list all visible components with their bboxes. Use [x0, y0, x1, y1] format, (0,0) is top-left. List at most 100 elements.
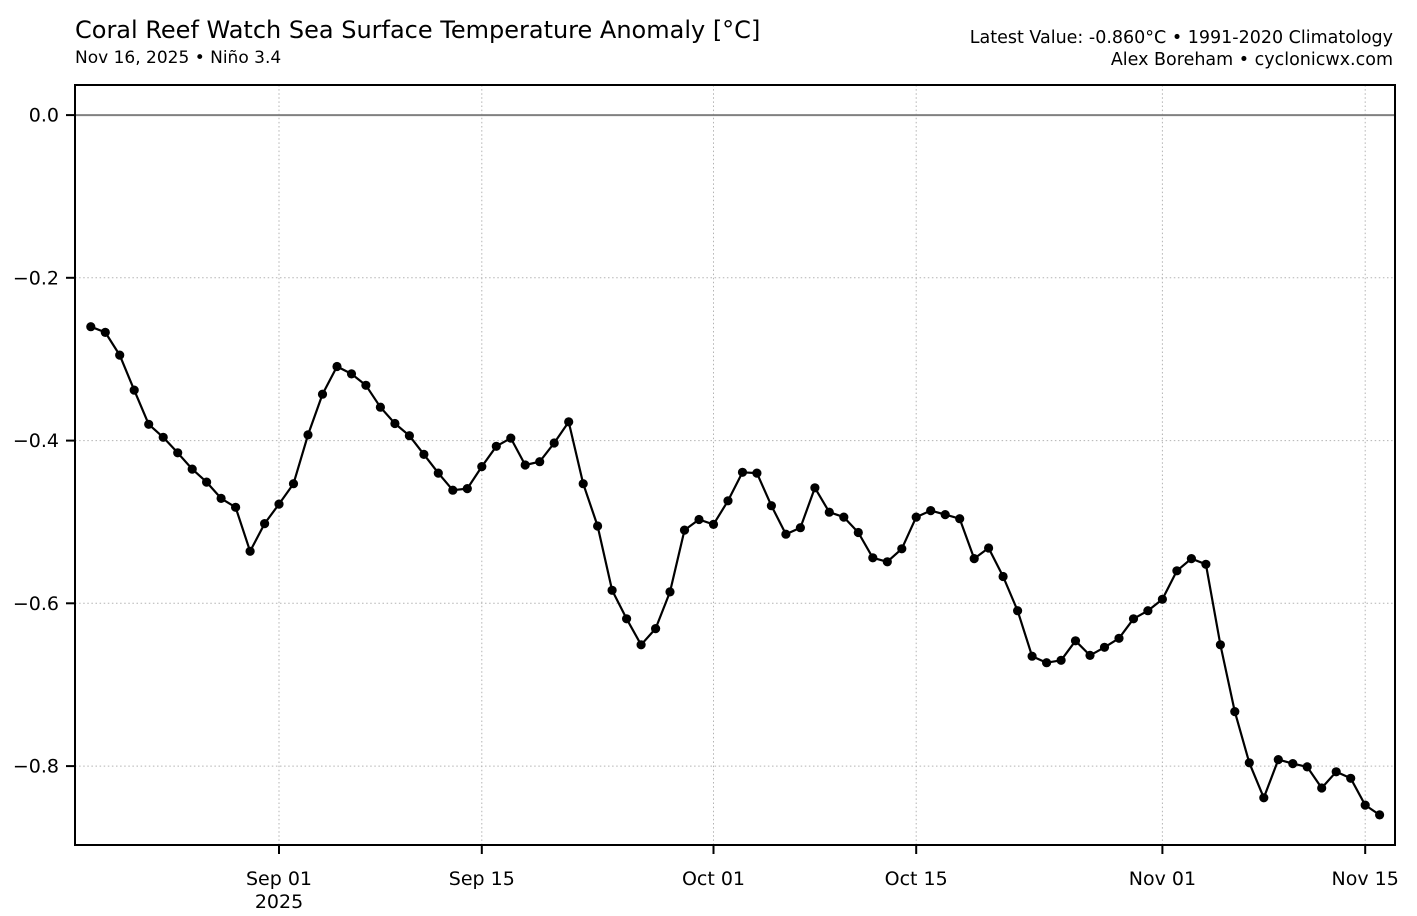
data-point: [535, 457, 545, 467]
data-point: [1143, 606, 1153, 616]
data-point: [1172, 566, 1182, 576]
plot-border: [74, 84, 1396, 846]
data-point: [651, 624, 661, 634]
data-point: [1259, 793, 1269, 803]
data-point: [520, 460, 530, 470]
chart-subtitle: Nov 16, 2025 • Niño 3.4: [75, 48, 282, 68]
data-point: [940, 509, 950, 520]
data-point: [1302, 762, 1312, 772]
data-point: [810, 483, 820, 493]
data-point: [288, 479, 299, 489]
data-point: [433, 468, 443, 478]
data-point: [868, 553, 878, 563]
x-tick-sublabel: 2025: [255, 891, 303, 913]
data-point: [1056, 655, 1066, 665]
data-point: [187, 464, 197, 474]
x-tick-label: Nov 01: [1129, 868, 1196, 890]
data-point: [1331, 767, 1341, 777]
data-point: [404, 431, 414, 441]
data-point: [781, 529, 791, 539]
data-point: [1288, 759, 1298, 769]
data-point: [564, 417, 574, 427]
data-point: [144, 419, 154, 429]
data-point: [1346, 773, 1356, 783]
credit-text: Alex Boreham • cyclonicwx.com: [1110, 50, 1393, 70]
data-point: [549, 438, 559, 448]
data-point: [1375, 810, 1385, 820]
data-point: [824, 507, 834, 517]
data-point: [477, 462, 487, 472]
data-point: [332, 361, 342, 372]
data-point: [766, 501, 777, 511]
data-point: [1186, 554, 1196, 564]
data-point: [1013, 606, 1023, 616]
data-point: [737, 467, 748, 477]
data-point: [86, 322, 96, 332]
y-tick-label: −0.4: [13, 430, 59, 452]
data-point: [1317, 783, 1327, 793]
x-tick-label: Sep 01: [246, 868, 312, 890]
data-point: [998, 571, 1008, 582]
data-point: [882, 557, 892, 567]
data-point: [361, 380, 371, 390]
data-point: [636, 640, 646, 650]
data-point: [665, 587, 675, 597]
data-point: [679, 525, 690, 535]
data-point: [622, 614, 632, 624]
x-tick-label: Oct 01: [682, 868, 745, 890]
data-point: [129, 385, 139, 395]
data-point: [723, 496, 733, 506]
y-tick-label: −0.2: [13, 267, 59, 289]
data-point: [245, 546, 255, 556]
data-point: [462, 484, 472, 494]
data-point: [390, 418, 400, 429]
data-point: [1157, 594, 1167, 604]
data-point: [578, 479, 588, 489]
annotation-block: Latest Value: -0.860°C • 1991-2020 Clima…: [970, 27, 1393, 71]
data-point: [216, 493, 226, 503]
data-point: [1085, 650, 1095, 661]
data-point: [1042, 658, 1052, 668]
data-point: [607, 585, 617, 595]
data-point: [115, 350, 125, 360]
chart-title: Coral Reef Watch Sea Surface Temperature…: [75, 16, 761, 44]
data-point: [1070, 636, 1081, 646]
data-point: [1244, 758, 1254, 768]
data-point: [260, 519, 270, 529]
y-tick-label: −0.6: [13, 593, 59, 615]
data-point: [853, 527, 863, 538]
data-point: [1201, 559, 1211, 569]
data-point: [506, 433, 516, 443]
data-point: [1215, 640, 1225, 650]
data-point: [1114, 633, 1124, 643]
data-point: [1230, 707, 1240, 717]
latest-value-text: Latest Value: -0.860°C • 1991-2020 Clima…: [969, 28, 1393, 48]
data-point: [303, 430, 313, 440]
data-point: [346, 369, 357, 379]
data-point: [1273, 755, 1283, 765]
data-point: [231, 502, 241, 512]
data-point: [955, 514, 965, 524]
data-point: [274, 499, 284, 509]
x-tick-label: Nov 15: [1332, 868, 1399, 890]
data-point: [1128, 614, 1139, 624]
data-point: [448, 485, 458, 495]
data-line: [89, 325, 1381, 816]
data-point: [173, 448, 183, 458]
data-point: [911, 512, 921, 522]
data-point: [694, 514, 704, 525]
data-point: [100, 327, 110, 337]
data-point: [969, 554, 979, 564]
data-point: [926, 506, 936, 516]
y-tick-label: 0.0: [29, 105, 59, 127]
data-point: [419, 449, 429, 459]
data-point: [1360, 800, 1370, 810]
data-point: [491, 441, 501, 451]
data-point: [317, 389, 328, 399]
data-point: [839, 512, 849, 522]
data-point: [593, 521, 603, 531]
data-point: [1027, 651, 1037, 661]
x-tick-label: Sep 15: [449, 868, 515, 890]
